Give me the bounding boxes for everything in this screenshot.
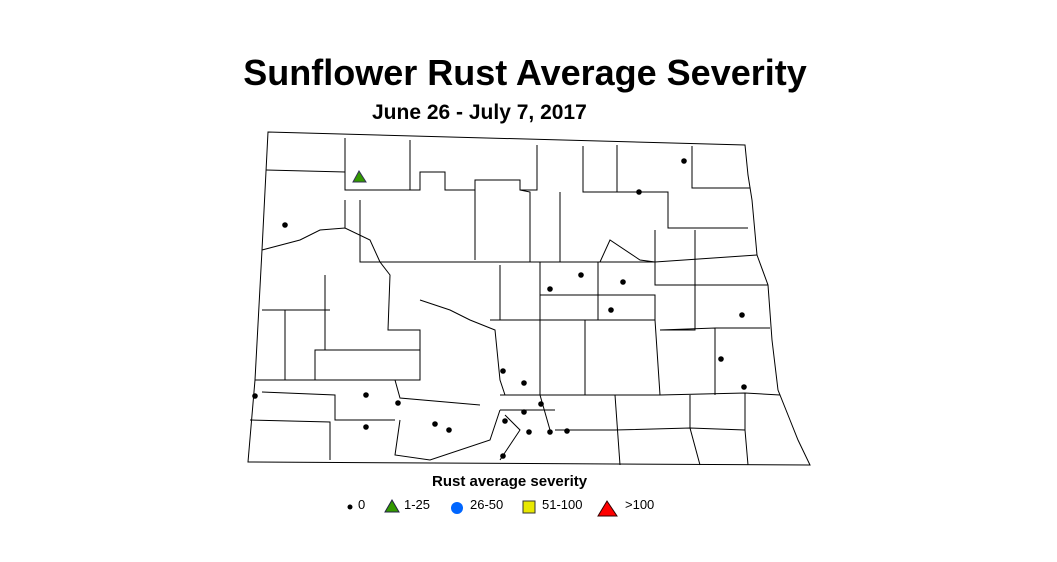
county-boundary [539,394,551,431]
site-marker-severity-0 [526,429,532,435]
site-marker-severity-0 [681,158,687,164]
county-boundary [265,138,346,173]
site-marker-severity-0 [500,453,506,459]
state-outline [247,131,811,466]
site-marker-severity-0 [282,222,288,228]
site-marker-severity-0 [500,368,506,374]
county-boundary [660,285,696,331]
county-boundary [744,393,749,466]
site-marker-severity-0 [395,400,401,406]
county-boundary [249,419,331,460]
site-marker-severity-0 [636,189,642,195]
map-subtitle: June 26 - July 7, 2017 [372,101,587,124]
site-marker-severity-0 [363,392,369,398]
site-marker-severity-1-25 [352,170,367,183]
site-marker-severity-0 [538,401,544,407]
map-title: Sunflower Rust Average Severity [243,52,807,93]
county-boundary [344,140,411,191]
site-marker-severity-0 [502,418,508,424]
county-boundary [689,395,701,466]
county-boundary [314,275,326,380]
county-boundary [500,392,781,396]
county-boundary [261,391,395,421]
county-boundary [261,227,381,263]
county-boundary [410,145,538,191]
site-marker-severity-0 [252,393,258,399]
site-marker-severity-0 [718,356,724,362]
site-marker-severity-0 [608,307,614,313]
site-marker-severity-0 [547,429,553,435]
county-boundary [617,191,748,229]
county-boundary [659,327,716,395]
legend-circle-icon [451,502,463,514]
legend-label-26-50: 26-50 [470,497,504,512]
county-boundary [540,319,586,395]
county-boundary [394,409,501,461]
county-boundary [654,230,696,286]
legend-triangle-icon [384,499,400,513]
county-boundary [691,146,750,189]
county-boundary [379,261,421,350]
legend-dot-icon [347,504,353,510]
site-marker-severity-0 [620,279,626,285]
county-boundary [255,379,481,406]
legend-label-1-25: 1-25 [404,497,431,512]
legend-large-triangle-icon [597,500,618,517]
county-boundary [519,189,531,262]
county-boundary [359,200,758,263]
site-marker-severity-0 [578,272,584,278]
site-marker-severity-0 [432,421,438,427]
site-marker-severity-0 [446,427,452,433]
site-marker-severity-0 [363,424,369,430]
site-marker-severity-0 [521,409,527,415]
county-boundary [599,239,656,263]
county-boundary [555,427,746,431]
county-boundary [499,414,521,461]
county-boundary [499,262,541,321]
site-marker-severity-0 [564,428,570,434]
legend-title: Rust average severity [432,473,588,490]
county-boundary [315,349,421,381]
site-marker-severity-0 [741,384,747,390]
county-boundary [559,192,600,263]
county-boundary [582,145,618,193]
county-boundary [585,319,661,396]
legend-square-icon [522,500,536,514]
county-boundary [614,394,621,466]
legend-label-51-100: 51-100 [542,497,583,512]
legend-label-0: 0 [358,497,366,512]
county-boundary [419,299,506,396]
site-marker-severity-0 [739,312,745,318]
site-marker-severity-0 [547,286,553,292]
legend-label-over-100: >100 [625,497,655,512]
site-marker-severity-0 [521,380,527,386]
